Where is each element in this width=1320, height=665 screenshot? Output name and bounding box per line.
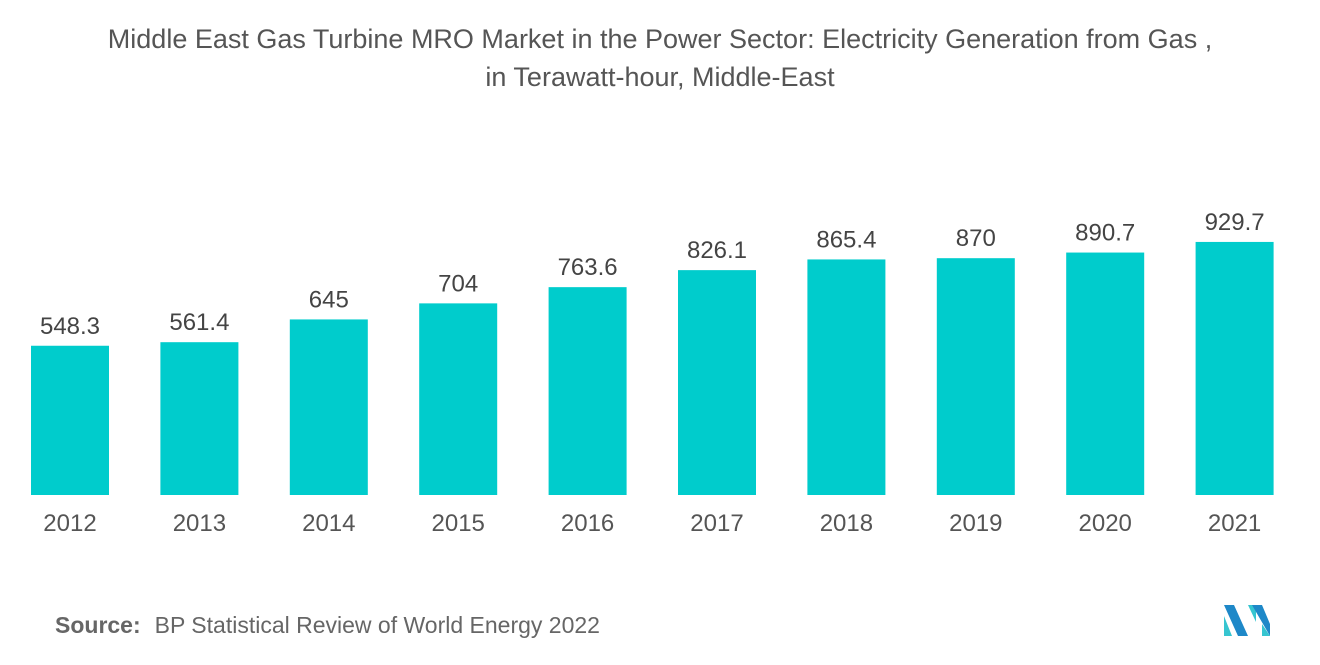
bar-2013 xyxy=(160,342,239,495)
data-label-2016: 763.6 xyxy=(558,254,618,281)
bar-2019 xyxy=(936,258,1015,495)
source-note: Source: BP Statistical Review of World En… xyxy=(55,612,600,639)
x-tick-label-2021: 2021 xyxy=(1208,510,1261,537)
bar-2018 xyxy=(807,259,886,495)
x-tick-label-2014: 2014 xyxy=(302,510,355,537)
chart-title-line2: in Terawatt-hour, Middle-East xyxy=(485,62,835,92)
bar-2021 xyxy=(1195,241,1274,495)
x-tick-label-2020: 2020 xyxy=(1079,510,1132,537)
data-label-2013: 561.4 xyxy=(169,309,229,336)
x-tick-label-2016: 2016 xyxy=(561,510,614,537)
chart-title-line1: Middle East Gas Turbine MRO Market in th… xyxy=(107,24,1213,54)
bar-2017 xyxy=(678,270,756,495)
bar-2015 xyxy=(419,303,498,495)
chart-title: Middle East Gas Turbine MRO Market in th… xyxy=(0,20,1320,96)
bar-chart: 548.3 2012 561.4 2013 645 2014 704 2015 763.6 201… xyxy=(31,209,1274,537)
x-tick-label-2012: 2012 xyxy=(43,510,96,537)
bar-2020 xyxy=(1066,252,1145,495)
brand-logo xyxy=(1224,605,1270,636)
source-text: BP Statistical Review of World Energy 20… xyxy=(154,612,600,638)
x-tick-label-2018: 2018 xyxy=(820,510,873,537)
data-label-2019: 870 xyxy=(956,225,996,252)
data-label-2020: 890.7 xyxy=(1075,220,1135,247)
bar-2016 xyxy=(548,287,627,495)
source-label: Source: xyxy=(55,612,141,638)
data-label-2014: 645 xyxy=(309,286,349,313)
data-label-2017: 826.1 xyxy=(687,237,747,264)
data-label-2018: 865.4 xyxy=(816,226,876,253)
data-label-2012: 548.3 xyxy=(40,313,100,340)
x-tick-label-2015: 2015 xyxy=(432,510,485,537)
data-label-2021: 929.7 xyxy=(1205,209,1265,236)
x-tick-label-2017: 2017 xyxy=(690,510,743,537)
bar-2012 xyxy=(31,345,109,495)
x-tick-label-2013: 2013 xyxy=(173,510,226,537)
data-label-2015: 704 xyxy=(438,270,478,297)
bar-2014 xyxy=(289,319,368,495)
x-tick-label-2019: 2019 xyxy=(949,510,1002,537)
